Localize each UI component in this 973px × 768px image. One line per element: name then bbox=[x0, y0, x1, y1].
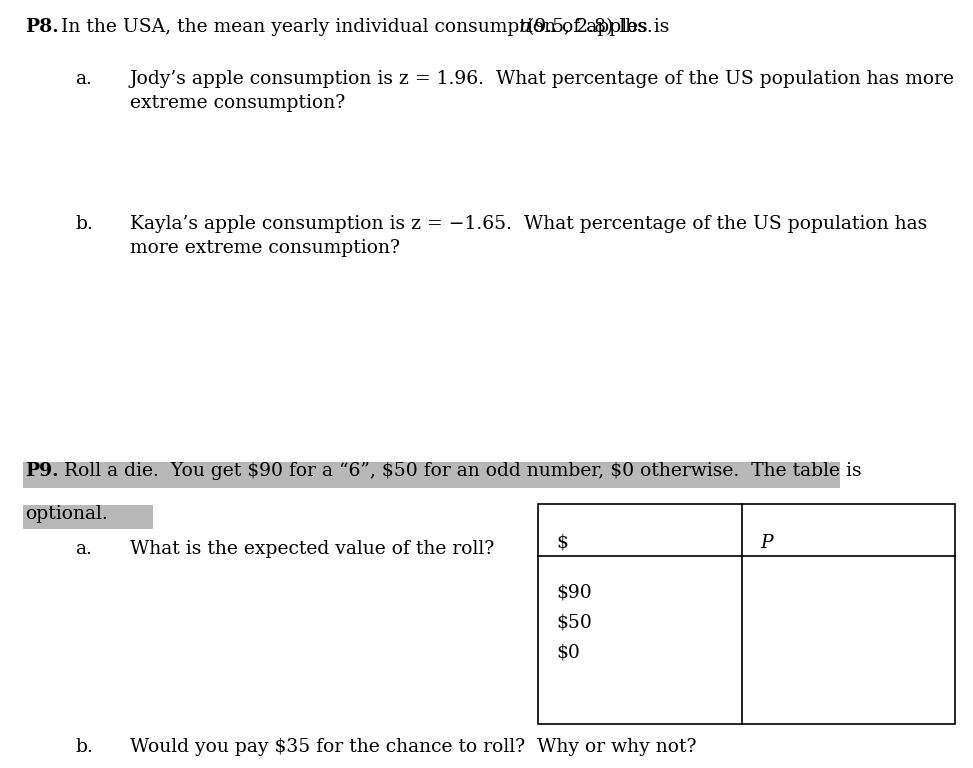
Bar bbox=[23, 505, 153, 529]
Text: $: $ bbox=[556, 534, 568, 552]
Text: What is the expected value of the roll?: What is the expected value of the roll? bbox=[130, 540, 494, 558]
Text: b.: b. bbox=[75, 738, 92, 756]
Text: Would you pay $35 for the chance to roll?  Why or why not?: Would you pay $35 for the chance to roll… bbox=[130, 738, 697, 756]
Text: a.: a. bbox=[75, 540, 91, 558]
Text: P: P bbox=[760, 534, 773, 552]
Text: optional.: optional. bbox=[25, 505, 108, 523]
Text: Jody’s apple consumption is z = 1.96.  What percentage of the US population has : Jody’s apple consumption is z = 1.96. Wh… bbox=[130, 70, 955, 88]
Text: n: n bbox=[519, 18, 531, 36]
Text: Roll a die.  You get $90 for a “6”, $50 for an odd number, $0 otherwise.  The ta: Roll a die. You get $90 for a “6”, $50 f… bbox=[58, 462, 862, 480]
Text: b.: b. bbox=[75, 215, 92, 233]
Text: In the USA, the mean yearly individual consumption of apples is: In the USA, the mean yearly individual c… bbox=[55, 18, 675, 36]
Bar bbox=[538, 504, 955, 724]
Text: $0: $0 bbox=[556, 644, 580, 662]
Bar bbox=[23, 462, 840, 488]
Text: P9.: P9. bbox=[25, 462, 58, 480]
Text: (9.5, 2.8) lbs.: (9.5, 2.8) lbs. bbox=[527, 18, 653, 36]
Text: $50: $50 bbox=[556, 614, 592, 632]
Text: extreme consumption?: extreme consumption? bbox=[130, 94, 345, 112]
Text: P8.: P8. bbox=[25, 18, 58, 36]
Text: a.: a. bbox=[75, 70, 91, 88]
Text: $90: $90 bbox=[556, 584, 592, 602]
Text: more extreme consumption?: more extreme consumption? bbox=[130, 239, 400, 257]
Text: Kayla’s apple consumption is z = −1.65.  What percentage of the US population ha: Kayla’s apple consumption is z = −1.65. … bbox=[130, 215, 927, 233]
